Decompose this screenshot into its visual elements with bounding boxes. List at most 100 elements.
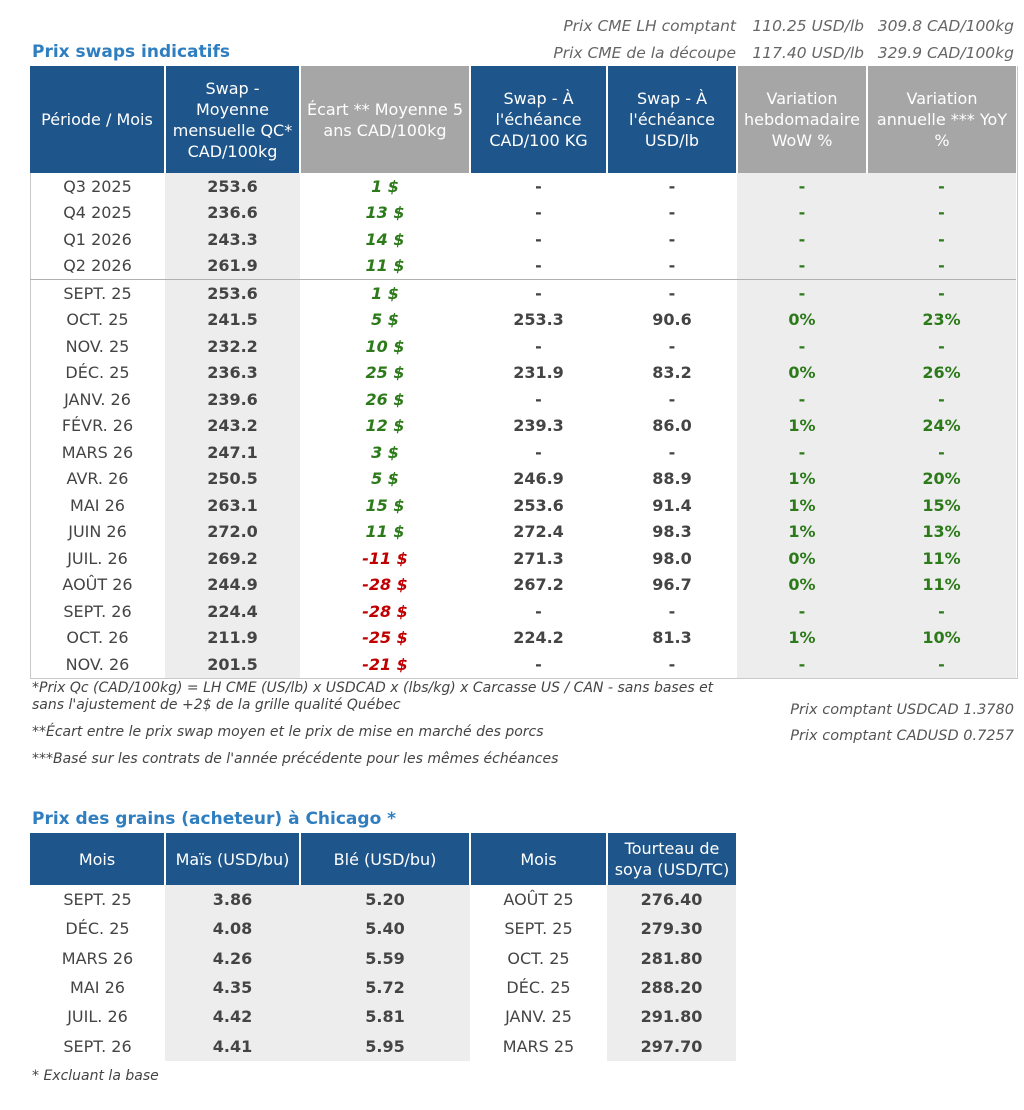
cme-cutout-price-row: Prix CME de la découpe 117.40 USD/lb 329… [540,39,1014,66]
yoy-cell: 13% [867,518,1016,545]
wow-cell: 1% [737,492,867,519]
grain-header-ble: Blé (USD/bu) [300,833,471,885]
period-cell: SEPT. 25 [30,279,165,307]
period-cell: JUIL. 26 [67,548,128,568]
header-swap-avg: Swap - Moyenne mensuelle QC* CAD/100kg [165,66,301,173]
footnotes: *Prix Qc (CAD/100kg) = LH CME (US/lb) x … [32,680,732,778]
grain-row: MARS 26 4.26 5.59 OCT. 25 281.80 [30,943,736,973]
swap-cad-cell: 272.4 [513,522,564,542]
swap-row: NOV. 25 232.2 10 $ - - - - [30,333,1016,360]
ecart-cell: 12 $ [365,416,405,436]
wow-cell: - [737,386,867,413]
swap-usd-cell: - [668,176,676,196]
wow-cell: 1% [737,518,867,545]
period-cell: Q4 2025 [63,203,132,223]
swap-cad-cell: - [535,176,542,196]
footnote-ecart: **Écart entre le prix swap moyen et le p… [32,724,544,740]
period-cell: Q3 2025 [63,176,132,196]
cme-lh-price-row: Prix CME LH comptant 110.25 USD/lb 309.8… [540,12,1014,39]
swap-cad-cell: - [535,654,542,674]
mais-cell: 4.41 [165,1031,300,1061]
swap-row: AOÛT 26 244.9 -28 $ 267.2 96.7 0% 11% [30,571,1016,598]
yoy-cell: - [867,598,1016,625]
period-cell: NOV. 25 [65,336,130,356]
footnote-1b: sans l'ajustement de +2$ de la grille qu… [32,697,401,713]
swap-avg-cell: 243.2 [165,412,300,439]
grain-table: Mois Maïs (USD/bu) Blé (USD/bu) Mois Tou… [30,833,736,1061]
wow-cell: - [737,252,867,280]
grain-row: JUIL. 26 4.42 5.81 JANV. 25 291.80 [30,1002,736,1032]
period-cell: DÉC. 25 [65,363,130,383]
swap-avg-cell: 244.9 [165,571,300,598]
grain-month1-cell: SEPT. 25 [63,890,132,910]
swap-usd-cell: - [668,229,676,249]
ecart-cell: 1 $ [300,279,470,307]
yoy-cell: 23% [867,306,1016,333]
grain-row: SEPT. 26 4.41 5.95 MARS 25 297.70 [30,1031,736,1061]
yoy-cell: 11% [867,571,1016,598]
ecart-cell: -25 $ [362,628,408,648]
swap-usd-cell: - [668,601,676,621]
yoy-cell: 11% [867,545,1016,572]
swap-row: DÉC. 25 236.3 25 $ 231.9 83.2 0% 26% [30,359,1016,386]
grain-month2-cell: SEPT. 25 [504,919,573,939]
swap-avg-cell: 269.2 [165,545,300,572]
period-cell: SEPT. 26 [63,601,132,621]
swap-section-title: Prix swaps indicatifs [32,42,230,62]
ecart-cell: 11 $ [365,522,405,542]
swap-usd-cell: 81.3 [652,628,692,648]
period-cell: NOV. 26 [65,654,130,674]
fx-cadusd: Prix comptant CADUSD 0.7257 [790,728,1014,744]
swap-avg-cell: 250.5 [165,465,300,492]
swap-cad-cell: - [535,442,542,462]
swap-row: FÉVR. 26 243.2 12 $ 239.3 86.0 1% 24% [30,412,1016,439]
wow-cell: - [737,651,867,678]
swap-row: JUIL. 26 269.2 -11 $ 271.3 98.0 0% 11% [30,545,1016,572]
soya-cell: 288.20 [607,972,736,1003]
wow-cell: - [737,333,867,360]
swap-avg-cell: 272.0 [165,518,300,545]
swap-avg-cell: 263.1 [165,492,300,519]
swap-avg-cell: 239.6 [165,386,300,413]
yoy-cell: - [867,252,1016,280]
header-wow: Variation hebdomadaire WoW % [737,66,868,173]
soya-cell: 297.70 [607,1031,736,1061]
period-cell: AVR. 26 [66,469,129,489]
ble-cell: 5.81 [300,1002,470,1032]
header-period: Période / Mois [30,66,166,173]
ecart-cell: 1 $ [371,176,399,196]
swap-row: OCT. 25 241.5 5 $ 253.3 90.6 0% 23% [30,306,1016,333]
period-cell: JUIN 26 [68,522,127,542]
mais-cell: 4.26 [165,943,300,973]
yoy-cell: - [867,279,1016,307]
header-yoy: Variation annuelle *** YoY % [867,66,1016,173]
yoy-cell: - [867,199,1016,226]
ble-cell: 5.72 [300,972,470,1003]
ecart-cell: 13 $ [365,203,405,223]
swap-cad-cell: - [535,203,542,223]
grain-month1-cell: MAI 26 [70,978,125,998]
swap-cad-cell: 231.9 [513,363,564,383]
swap-avg-cell: 211.9 [165,624,300,651]
ecart-cell: 5 $ [371,310,399,330]
swap-cad-cell: 253.3 [513,310,564,330]
grain-month1-cell: MARS 26 [61,948,134,968]
period-cell: OCT. 26 [66,628,129,648]
swap-cad-cell: 271.3 [513,548,564,568]
wow-cell: - [737,439,867,466]
swap-usd-cell: 83.2 [652,363,692,383]
grain-header-month2: Mois [470,833,608,885]
swap-avg-cell: 253.6 [165,173,300,200]
swap-cad-cell: - [535,389,542,409]
swap-cad-cell: 267.2 [513,575,564,595]
grain-month2-cell: MARS 25 [502,1036,575,1056]
swap-usd-cell: 98.0 [652,548,692,568]
header-swap-cad: Swap - À l'échéance CAD/100 KG [470,66,608,173]
swap-usd-cell: - [668,203,676,223]
wow-cell: 0% [737,545,867,572]
swap-header-row: Période / Mois Swap - Moyenne mensuelle … [30,66,1016,173]
yoy-cell: - [867,386,1016,413]
swap-avg-cell: 241.5 [165,306,300,333]
swap-avg-cell: 232.2 [165,333,300,360]
grain-month1-cell: JUIL. 26 [67,1007,128,1027]
